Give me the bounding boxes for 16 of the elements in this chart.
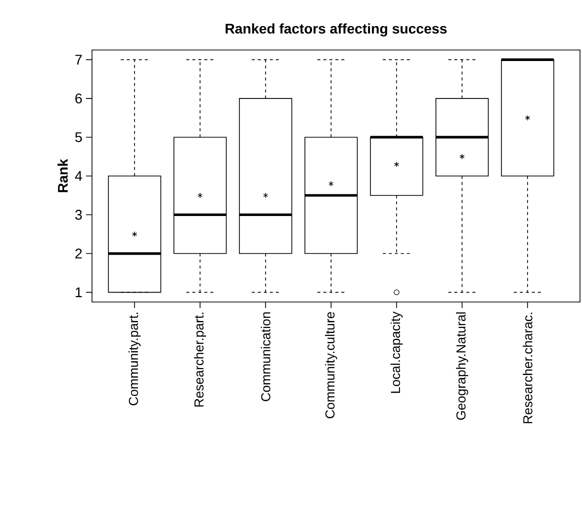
x-tick-label: Local.capacity [390, 312, 403, 393]
y-axis-title: Rank [58, 158, 68, 192]
y-tick-label: 7 [75, 54, 82, 65]
y-tick-label: 6 [75, 93, 82, 104]
y-tick-label: 5 [75, 132, 82, 142]
y-tick-label: 3 [75, 210, 82, 220]
x-tick-label: Researcher.charac. [522, 312, 532, 424]
y-tick-label: 1 [76, 287, 82, 298]
x-tick-label: Communication [260, 312, 270, 402]
x-tick-label: Researcher.part. [194, 312, 206, 407]
y-tick-label: 2 [75, 248, 82, 258]
x-tick-label: Community.culture [325, 312, 338, 418]
x-tick-label: Geography.Natural [456, 312, 468, 420]
y-tick-label: 4 [75, 171, 82, 181]
chart-title: Ranked factors affecting success [226, 23, 447, 36]
x-tick-label: Community.part. [128, 312, 141, 406]
